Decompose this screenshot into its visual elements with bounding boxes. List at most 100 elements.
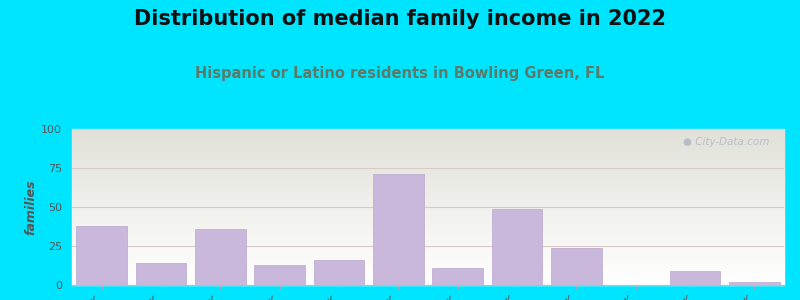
Bar [72,279,784,280]
Bar [72,272,784,274]
Bar [72,221,784,223]
Bar [450,129,457,285]
Bar [222,129,229,285]
Bar [506,129,514,285]
Bar [599,129,606,285]
Bar [534,129,542,285]
Bar [72,232,784,233]
Bar [243,129,250,285]
Bar [72,252,784,254]
Bar [72,255,784,257]
Bar [214,129,222,285]
Bar [72,179,784,181]
Bar [72,146,784,148]
Bar [271,129,278,285]
Bar [606,129,613,285]
Bar [72,215,784,216]
Bar [634,129,642,285]
Bar [200,129,207,285]
Bar [464,129,470,285]
Bar [72,177,784,179]
Bar [72,140,784,142]
Bar [195,229,246,285]
Bar [72,191,784,193]
Bar [150,129,158,285]
Bar [72,265,784,266]
Bar [72,210,784,212]
Bar [713,129,720,285]
Bar [549,129,556,285]
Bar [72,229,784,230]
Bar [72,142,784,143]
Bar [107,129,114,285]
Bar [729,282,779,285]
Bar [72,187,784,188]
Bar [72,235,784,237]
Bar [364,129,371,285]
Bar [136,129,143,285]
Bar [72,227,784,229]
Bar [72,243,784,244]
Bar [378,129,386,285]
Bar [72,176,784,177]
Bar [492,208,542,285]
Bar [72,284,784,285]
Bar [321,129,328,285]
Bar [677,129,684,285]
Bar [72,240,784,241]
Bar [72,230,784,232]
Bar [77,226,127,285]
Bar [72,130,784,132]
Bar [335,129,342,285]
Bar [72,249,784,251]
Bar [670,129,677,285]
Bar [72,238,784,240]
Bar [278,129,286,285]
Bar [514,129,521,285]
Bar [542,129,549,285]
Bar [521,129,528,285]
Bar [563,129,570,285]
Bar [570,129,578,285]
Bar [485,129,492,285]
Bar [642,129,649,285]
Bar [72,194,784,196]
Bar [72,148,784,149]
Bar [470,129,478,285]
Bar [72,206,784,207]
Bar [179,129,186,285]
Bar [72,199,784,201]
Bar [72,260,784,262]
Bar [428,129,435,285]
Bar [72,201,784,202]
Bar [72,168,784,170]
Bar [72,152,784,154]
Bar [72,237,784,238]
Bar [172,129,179,285]
Bar [578,129,585,285]
Bar [286,129,293,285]
Bar [620,129,627,285]
Bar [72,271,784,272]
Bar [72,167,784,168]
Bar [186,129,193,285]
Bar [72,151,784,152]
Bar [72,223,784,224]
Bar [72,266,784,268]
Bar [328,129,335,285]
Bar [649,129,656,285]
Bar [158,129,165,285]
Bar [342,129,350,285]
Bar [122,129,129,285]
Bar [229,129,236,285]
Bar [79,129,86,285]
Bar [72,208,784,210]
Bar [72,220,784,221]
Bar [72,132,784,134]
Bar [770,129,777,285]
Bar [698,129,706,285]
Bar [592,129,599,285]
Bar [670,271,720,285]
Bar [72,277,784,279]
Bar [72,224,784,226]
